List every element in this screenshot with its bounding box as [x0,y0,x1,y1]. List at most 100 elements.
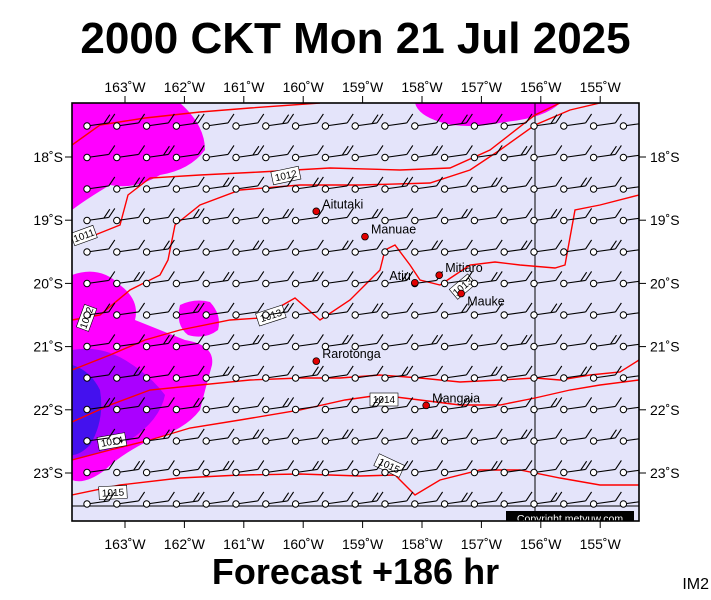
wind-barb [291,397,324,414]
island-atiu: Atiu [389,269,419,287]
wind-barb [440,208,473,225]
wind-barb [232,365,265,382]
wind-barb [83,397,116,414]
lat-label-right: 21˚S [650,339,680,355]
wind-barb [470,208,503,225]
wind-barb [470,428,503,445]
wind-barb [381,145,414,162]
wind-barb [291,271,324,288]
wind-barb [83,334,116,351]
wind-barb [560,334,593,351]
wind-barb [589,113,622,130]
wind-barb [172,460,205,477]
wind-barb [500,428,533,445]
wind-barb [232,176,265,193]
wind-barb [113,365,146,382]
wind-barb [589,397,622,414]
wind-barb [619,216,639,225]
wind-barb [321,176,354,193]
wind-barb [530,397,563,414]
wind-barb [83,365,116,382]
wind-barb [560,239,593,256]
wind-barb [530,271,563,288]
wind-barb [440,271,473,288]
wind-barb [291,460,324,477]
island-label: Mauke [467,295,505,309]
wind-barb [619,122,639,130]
wind-barb [411,428,444,445]
wind-barb [202,334,235,351]
wind-barb [470,302,503,319]
wind-barb [142,365,175,382]
wind-barb [619,437,639,445]
wind-barb [440,460,473,477]
wind-barb [202,397,235,414]
wind-barb [83,271,116,288]
lat-label-left: 20˚S [33,275,63,291]
wind-barb [589,176,622,193]
wind-barb [470,271,503,288]
wind-barb [172,491,205,508]
svg-text:1012: 1012 [274,169,298,184]
wind-barb [142,397,175,414]
wind-barb [321,208,354,225]
wind-barb [619,311,639,319]
wind-barb [381,365,414,382]
wind-barb [172,113,205,130]
wind-barb [321,365,354,382]
wind-barb [142,113,175,130]
wind-barb [470,334,503,351]
wind-barb [381,334,414,351]
wind-barb [83,113,116,130]
wind-barb [232,208,265,225]
wind-barb [83,208,116,225]
isobar-label: 1014 [369,392,399,407]
image-id-label: IM2 [682,576,709,593]
wind-barb [500,365,533,382]
wind-barb [589,491,622,508]
wind-barb [530,176,563,193]
wind-barb [113,397,146,414]
wind-barb [411,208,444,225]
lon-label-top: 159˚W [342,79,384,95]
wind-barb [440,365,473,382]
wind-barb [202,302,235,319]
wind-barb [440,334,473,351]
wind-barb [560,365,593,382]
lon-label-bottom: 162˚W [164,536,206,552]
wind-barb [351,302,384,319]
lon-label-top: 158˚W [401,79,443,95]
wind-barb [351,334,384,351]
wind-barb [113,460,146,477]
wind-barb [560,491,593,508]
wind-barb [351,491,384,508]
lon-label-top: 160˚W [283,79,325,95]
wind-barb [83,491,116,508]
wind-barb [619,342,639,351]
wind-barb [321,397,354,414]
wind-barb [202,145,235,162]
wind-barb [619,405,639,414]
islands: Aitutaki Manuae Mitiaro Atiu Mauke Rarotonga M… [312,197,505,410]
lon-label-top: 156˚W [520,79,562,95]
wind-barb [619,248,639,256]
wind-barb [440,239,473,256]
wind-barb [142,239,175,256]
wind-barb [351,239,384,256]
wind-barb [381,302,414,319]
lon-label-top: 163˚W [104,79,146,95]
wind-barb [619,468,639,477]
wind-barb [411,334,444,351]
wind-barb [500,271,533,288]
island-label: Rarotonga [322,347,380,361]
wind-barb [321,239,354,256]
wind-barb [291,491,324,508]
wind-barb [530,208,563,225]
wind-barb [500,302,533,319]
wind-barb [351,271,384,288]
wind-barb [351,460,384,477]
wind-barb [321,271,354,288]
lat-label-right: 23˚S [650,465,680,481]
wind-barb [411,145,444,162]
lon-label-bottom: 156˚W [520,536,562,552]
